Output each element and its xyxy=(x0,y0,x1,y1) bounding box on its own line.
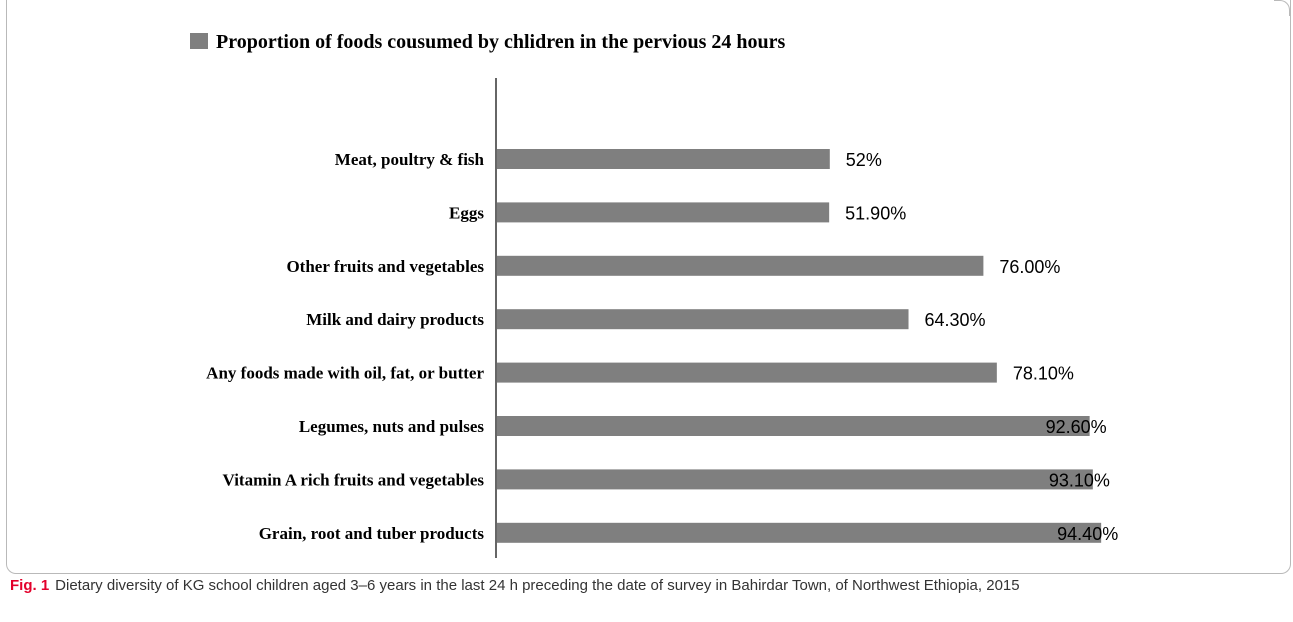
bar xyxy=(497,522,1102,543)
bar xyxy=(497,149,830,169)
category-label: Legumes, nuts and pulses xyxy=(299,417,485,436)
bar xyxy=(497,362,997,383)
legend-label: Proportion of foods cousumed by chlidren… xyxy=(216,31,786,53)
bar xyxy=(497,202,830,223)
bar xyxy=(497,255,984,276)
value-label: 76.00% xyxy=(999,257,1060,277)
category-label: Any foods made with oil, fat, or butter xyxy=(206,364,484,383)
value-label: 51.90% xyxy=(845,203,906,223)
value-label: 78.10% xyxy=(1013,364,1074,384)
category-labels: Meat, poultry & fish Eggs Other fruits and… xyxy=(206,150,484,543)
category-label: Milk and dairy products xyxy=(306,310,484,329)
category-label: Other fruits and vegetables xyxy=(286,257,484,276)
bar-chart: Proportion of foods cousumed by chlidren… xyxy=(190,31,1118,558)
legend: Proportion of foods cousumed by chlidren… xyxy=(190,31,786,53)
category-label: Eggs xyxy=(449,203,484,222)
bar xyxy=(497,416,1090,436)
figure-caption: Fig. 1 Dietary diversity of KG school chi… xyxy=(10,576,1280,596)
bar xyxy=(497,469,1093,490)
value-label: 64.30% xyxy=(925,310,986,330)
bar xyxy=(497,309,909,330)
figure-frame xyxy=(6,0,1291,574)
value-label: 93.10% xyxy=(1049,470,1110,490)
value-label: 92.60% xyxy=(1046,417,1107,437)
value-label: 94.40% xyxy=(1057,524,1118,544)
category-label: Meat, poultry & fish xyxy=(335,150,485,169)
legend-swatch xyxy=(190,33,208,49)
caption-text: Dietary diversity of KG school children … xyxy=(55,577,1020,594)
category-label: Vitamin A rich fruits and vegetables xyxy=(223,470,485,489)
caption-label: Fig. 1 xyxy=(10,577,50,594)
value-labels: 52% 51.90% 76.00% 64.30% 78.10% 92.60% 93.10% 9… xyxy=(845,150,1118,544)
category-label: Grain, root and tuber products xyxy=(259,524,485,543)
bars xyxy=(497,149,1102,543)
frame-corner xyxy=(1274,0,1290,16)
value-label: 52% xyxy=(846,150,882,170)
